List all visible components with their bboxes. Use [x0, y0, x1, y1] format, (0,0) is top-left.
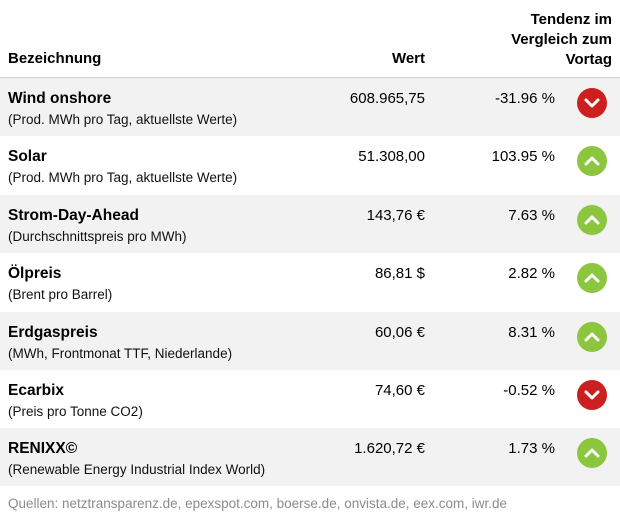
row-description: (Brent pro Barrel): [8, 287, 113, 303]
arrow-up-icon: [577, 438, 607, 469]
row-change-percent: 8.31 %: [508, 323, 555, 341]
row-change-percent: -0.52 %: [503, 382, 555, 399]
row-value: 143,76 €: [366, 206, 425, 224]
row-name: Ölpreis: [8, 265, 62, 283]
row-description: (Preis pro Tonne CO2): [8, 404, 143, 419]
table-row: Strom-Day-Ahead (Durchschnittspreis pro M…: [0, 194, 620, 253]
column-header-trend-line: Vortag: [565, 51, 612, 68]
row-description: (Prod. MWh pro Tag, aktuellste Werte): [8, 112, 238, 127]
table-row: Ecarbix (Preis pro Tonne CO2) 74,60 € -0.52…: [0, 370, 620, 428]
row-change-percent: -31.96 %: [494, 90, 555, 107]
row-description: (Renewable Energy Industrial Index World…: [8, 462, 266, 478]
row-value: 51.308,00: [358, 148, 425, 166]
row-change-percent: 7.63 %: [508, 206, 555, 224]
row-name: Erdgaspreis: [8, 323, 98, 341]
arrow-up-icon: [577, 204, 607, 235]
column-header-value: Wert: [391, 50, 425, 67]
table-row: RENIXX© (Renewable Energy Industrial Inde…: [0, 428, 620, 487]
row-name: RENIXX©: [8, 440, 78, 458]
column-header-trend: Tendenz im Vergleich zum Vortag: [452, 10, 612, 70]
table-row: Solar (Prod. MWh pro Tag, aktuellste Wert…: [0, 136, 620, 194]
table-row: Wind onshore (Prod. MWh pro Tag, aktuells…: [0, 78, 620, 136]
row-name: Ecarbix: [8, 382, 65, 399]
arrow-up-icon: [577, 263, 607, 294]
arrow-down-icon: [577, 380, 607, 410]
row-name: Wind onshore: [8, 90, 112, 107]
row-value: 60,06 €: [374, 323, 425, 341]
arrow-up-icon: [577, 321, 607, 352]
row-description: (MWh, Frontmonat TTF, Niederlande): [8, 345, 233, 361]
column-header-trend-line: Vergleich zum: [511, 31, 612, 48]
column-header-trend-line: Tendenz im: [530, 11, 612, 28]
arrow-up-icon: [577, 146, 607, 177]
row-description: (Durchschnittspreis pro MWh): [8, 228, 187, 244]
row-change-percent: 103.95 %: [491, 148, 555, 166]
row-change-percent: 1.73 %: [508, 440, 555, 458]
row-description: (Prod. MWh pro Tag, aktuellste Werte): [8, 170, 238, 186]
row-value: 74,60 €: [374, 382, 425, 399]
row-name: Solar: [8, 148, 47, 166]
row-value: 1.620,72 €: [354, 440, 425, 458]
arrow-down-icon: [577, 88, 607, 118]
column-header-name: Bezeichnung: [8, 50, 102, 67]
row-name: Strom-Day-Ahead: [8, 206, 139, 224]
table-header: Bezeichnung Wert Tendenz im Vergleich zu…: [0, 0, 620, 78]
sources-footer: Quellen: netztransparenz.de, epexspot.co…: [8, 496, 508, 511]
row-value: 608.965,75: [349, 90, 425, 107]
table-row: Erdgaspreis (MWh, Frontmonat TTF, Niederl…: [0, 311, 620, 370]
row-value: 86,81 $: [374, 265, 425, 283]
table-row: Ölpreis (Brent pro Barrel) 86,81 $ 2.82 %: [0, 253, 620, 311]
row-change-percent: 2.82 %: [508, 265, 555, 283]
